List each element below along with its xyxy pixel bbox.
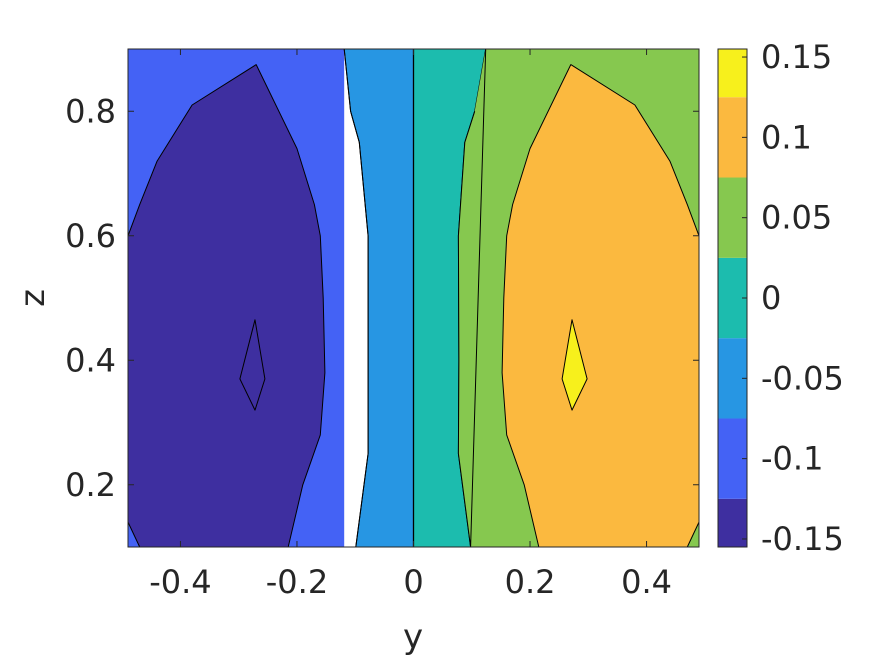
colorbar-band	[718, 498, 747, 547]
colorbar-tick-label: 0	[761, 279, 781, 317]
colorbar-band	[718, 49, 747, 98]
contour-region-level-neg-0.05	[343, 48, 414, 548]
plot-area: -0.4 -0.2 0 0.2 0.4 0.2 0.4 0.6 0.8	[65, 48, 700, 601]
contour-line-level-neg-0.05	[343, 48, 369, 548]
colorbar-tick-label: 0.05	[761, 199, 832, 237]
colorbar-tick-label: 0.1	[761, 118, 812, 156]
colorbar-ticks: -0.15 -0.1 -0.05 0 0.05 0.1 0.15	[742, 38, 844, 558]
y-axis-label: z	[13, 289, 53, 307]
colorbar-tick-label: -0.15	[761, 520, 844, 558]
x-tick-label: -0.4	[149, 563, 211, 601]
y-tick-label: 0.2	[65, 466, 116, 504]
x-tick-label: 0.4	[621, 563, 672, 601]
y-tick-label: 0.4	[65, 341, 116, 379]
contour-region-min-spot-region	[239, 319, 266, 411]
x-axis-label: y	[403, 617, 423, 656]
colorbar-tick-label: 0.15	[761, 38, 832, 76]
x-axis-ticks: -0.4 -0.2 0 0.2 0.4	[149, 49, 672, 601]
y-tick-label: 0.8	[65, 92, 116, 130]
contour-region-max-spot-region	[561, 319, 588, 411]
colorbar-tick-label: -0.1	[761, 440, 823, 478]
y-axis-ticks: 0.2 0.4 0.6 0.8	[65, 92, 699, 504]
y-tick-label: 0.6	[65, 217, 116, 255]
colorbar: -0.15 -0.1 -0.05 0 0.05 0.1 0.15	[717, 38, 844, 558]
colorbar-tick-label: -0.05	[761, 359, 844, 397]
x-tick-label: -0.2	[266, 563, 328, 601]
x-tick-label: 0	[403, 563, 423, 601]
x-tick-label: 0.2	[505, 563, 556, 601]
